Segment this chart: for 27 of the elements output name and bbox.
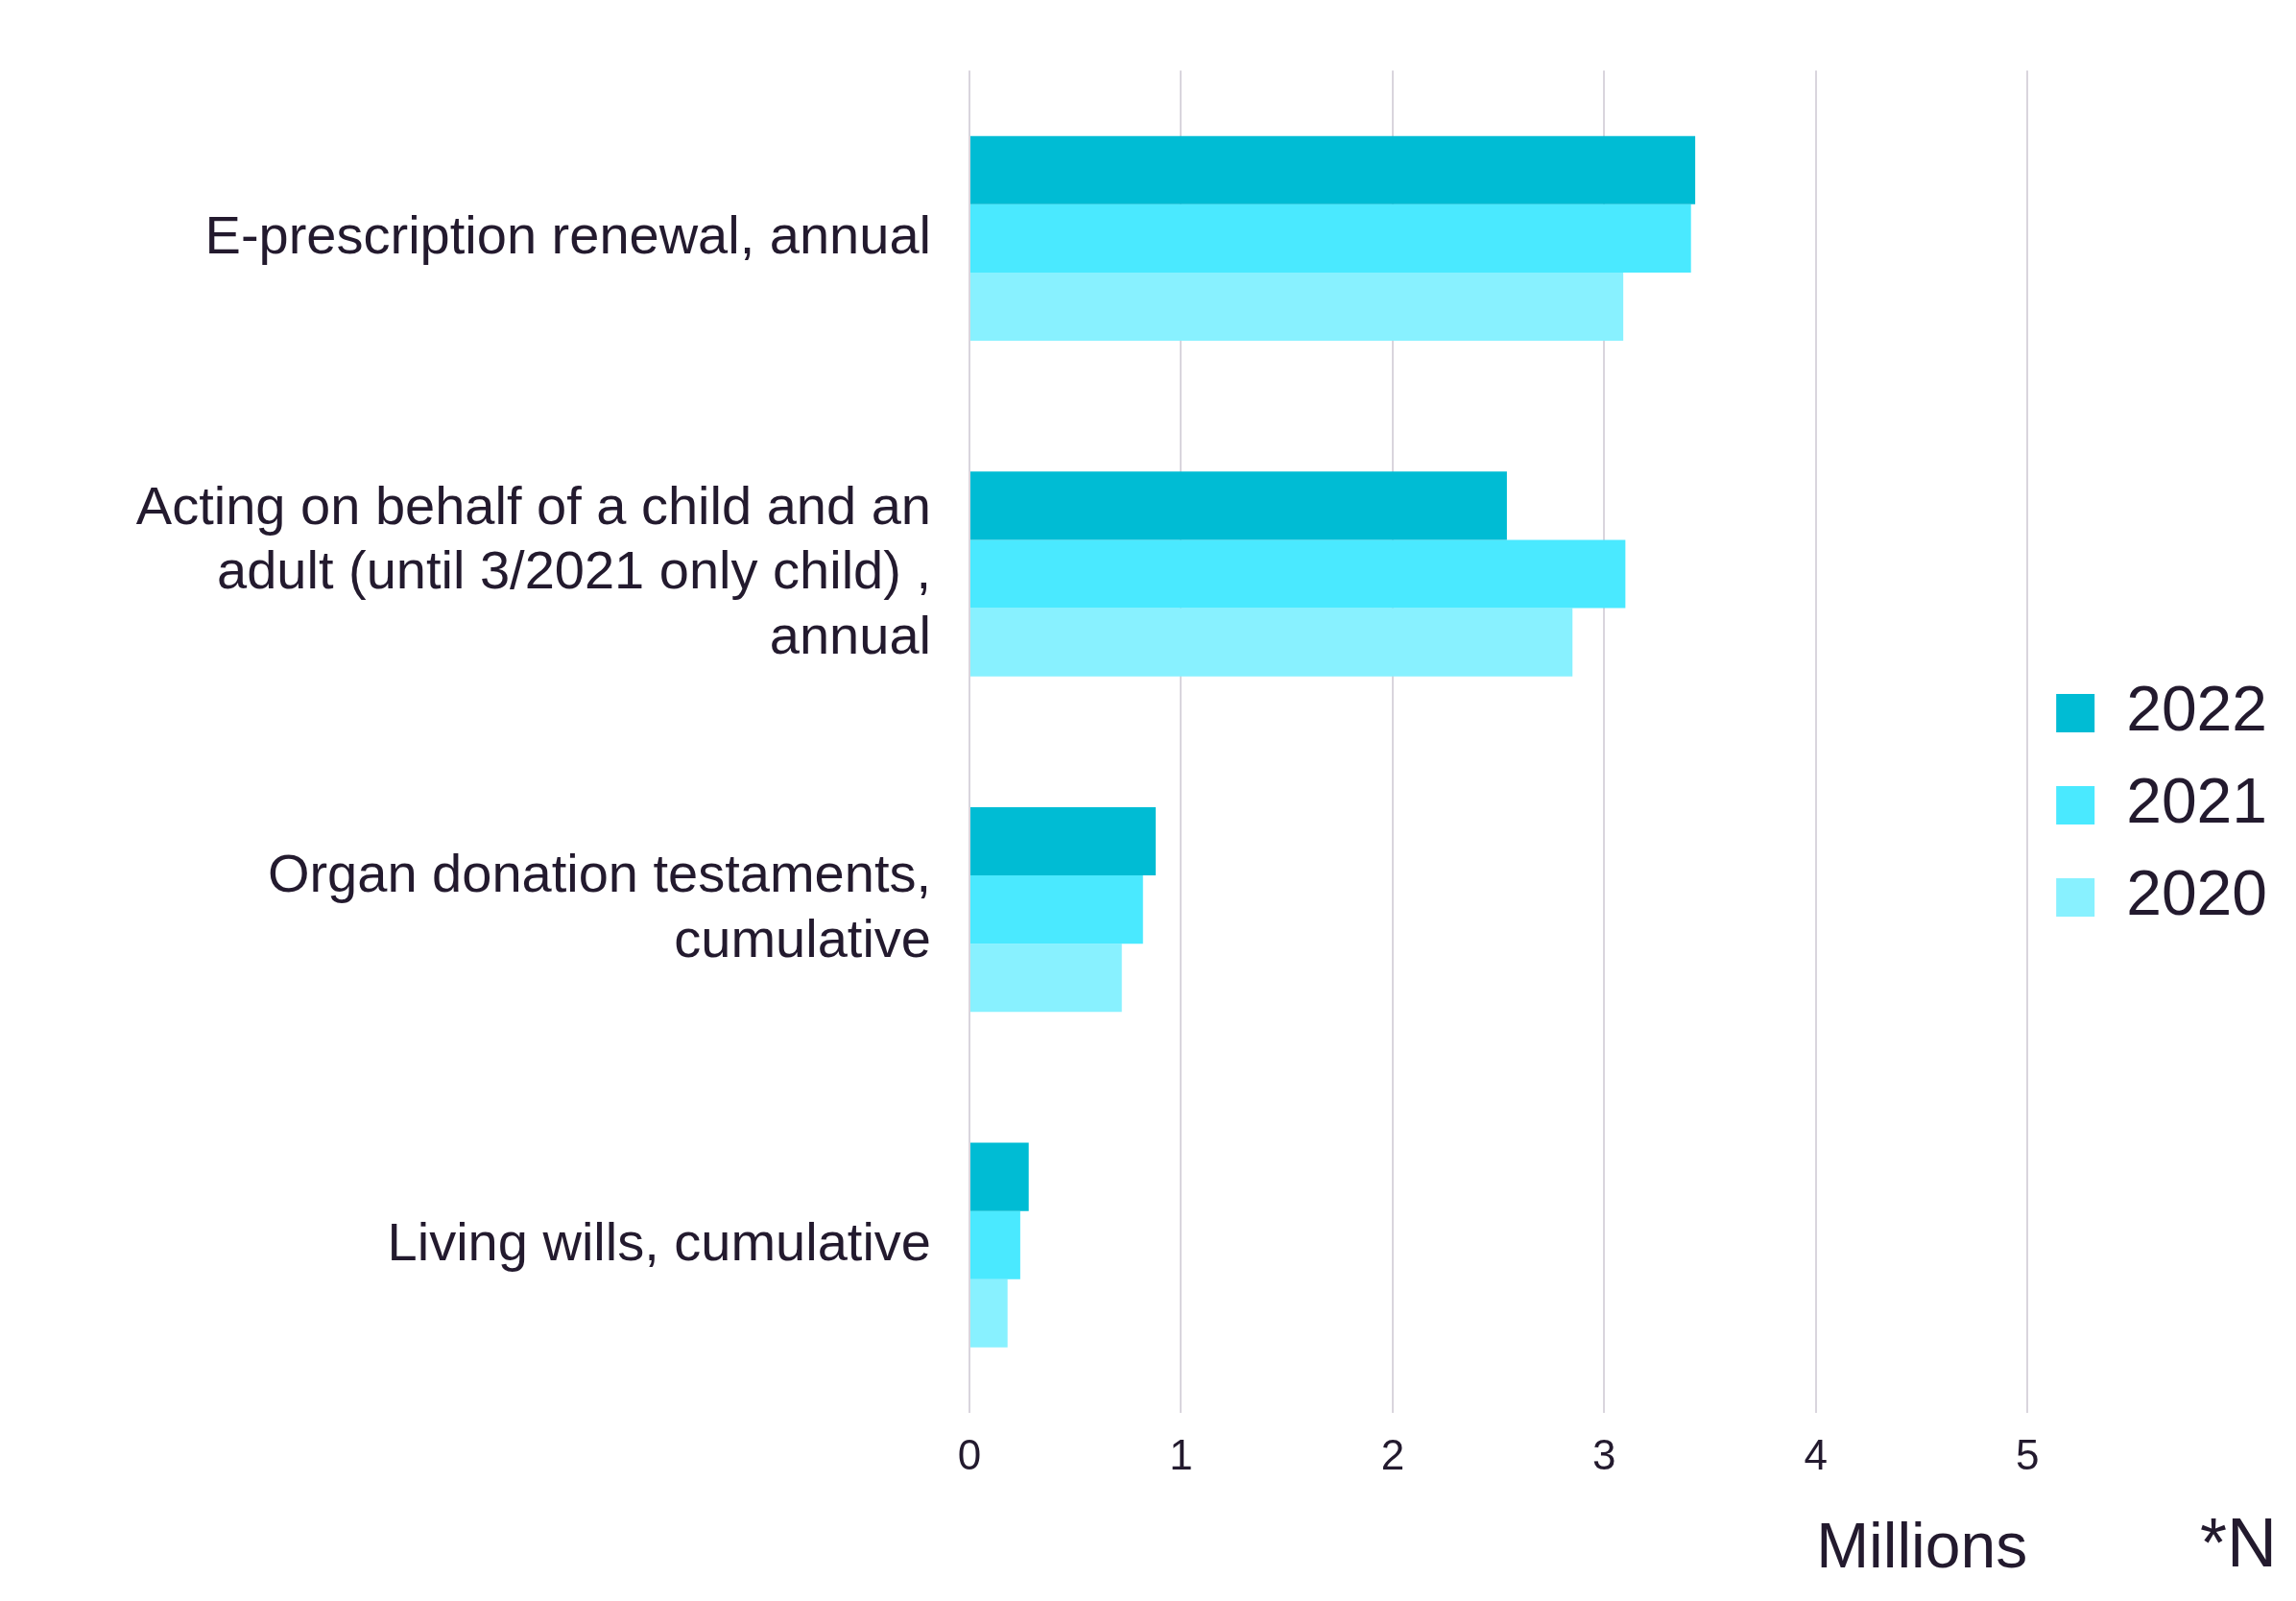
x-axis-title: Millions	[1816, 1509, 2028, 1581]
x-tick-label: 3	[1592, 1430, 1616, 1478]
x-tick-label: 0	[957, 1430, 982, 1478]
bar	[970, 135, 1696, 204]
y-tick-label: Living wills, cumulative	[387, 1210, 931, 1272]
legend-label: 2021	[2126, 765, 2267, 837]
y-tick-label: E-prescription renewal, annual	[204, 203, 931, 265]
y-tick-label: Acting on behalf of a child and an adult (until 3/2021 only child) , annual	[135, 475, 931, 665]
bar	[970, 1142, 1029, 1211]
bar	[970, 272, 1624, 342]
bar	[970, 875, 1143, 944]
x-tick-label: 1	[1169, 1430, 1193, 1478]
bar	[970, 1278, 1008, 1348]
bar	[970, 944, 1122, 1013]
y-tick-label: Organ donation testaments, cumulative	[267, 843, 931, 968]
x-tick-label: 5	[2015, 1430, 2040, 1478]
legend-label: 2022	[2126, 673, 2267, 745]
bar	[970, 1210, 1020, 1279]
x-tick-label: 2	[1380, 1430, 1405, 1478]
text: *N	[2199, 1503, 2277, 1582]
bar	[970, 806, 1156, 876]
legend-label: 2020	[2126, 857, 2267, 929]
bar	[970, 608, 1573, 677]
bar	[970, 539, 1626, 609]
x-tick-label: 4	[1804, 1430, 1828, 1478]
bar	[970, 203, 1691, 273]
bar	[970, 471, 1507, 540]
